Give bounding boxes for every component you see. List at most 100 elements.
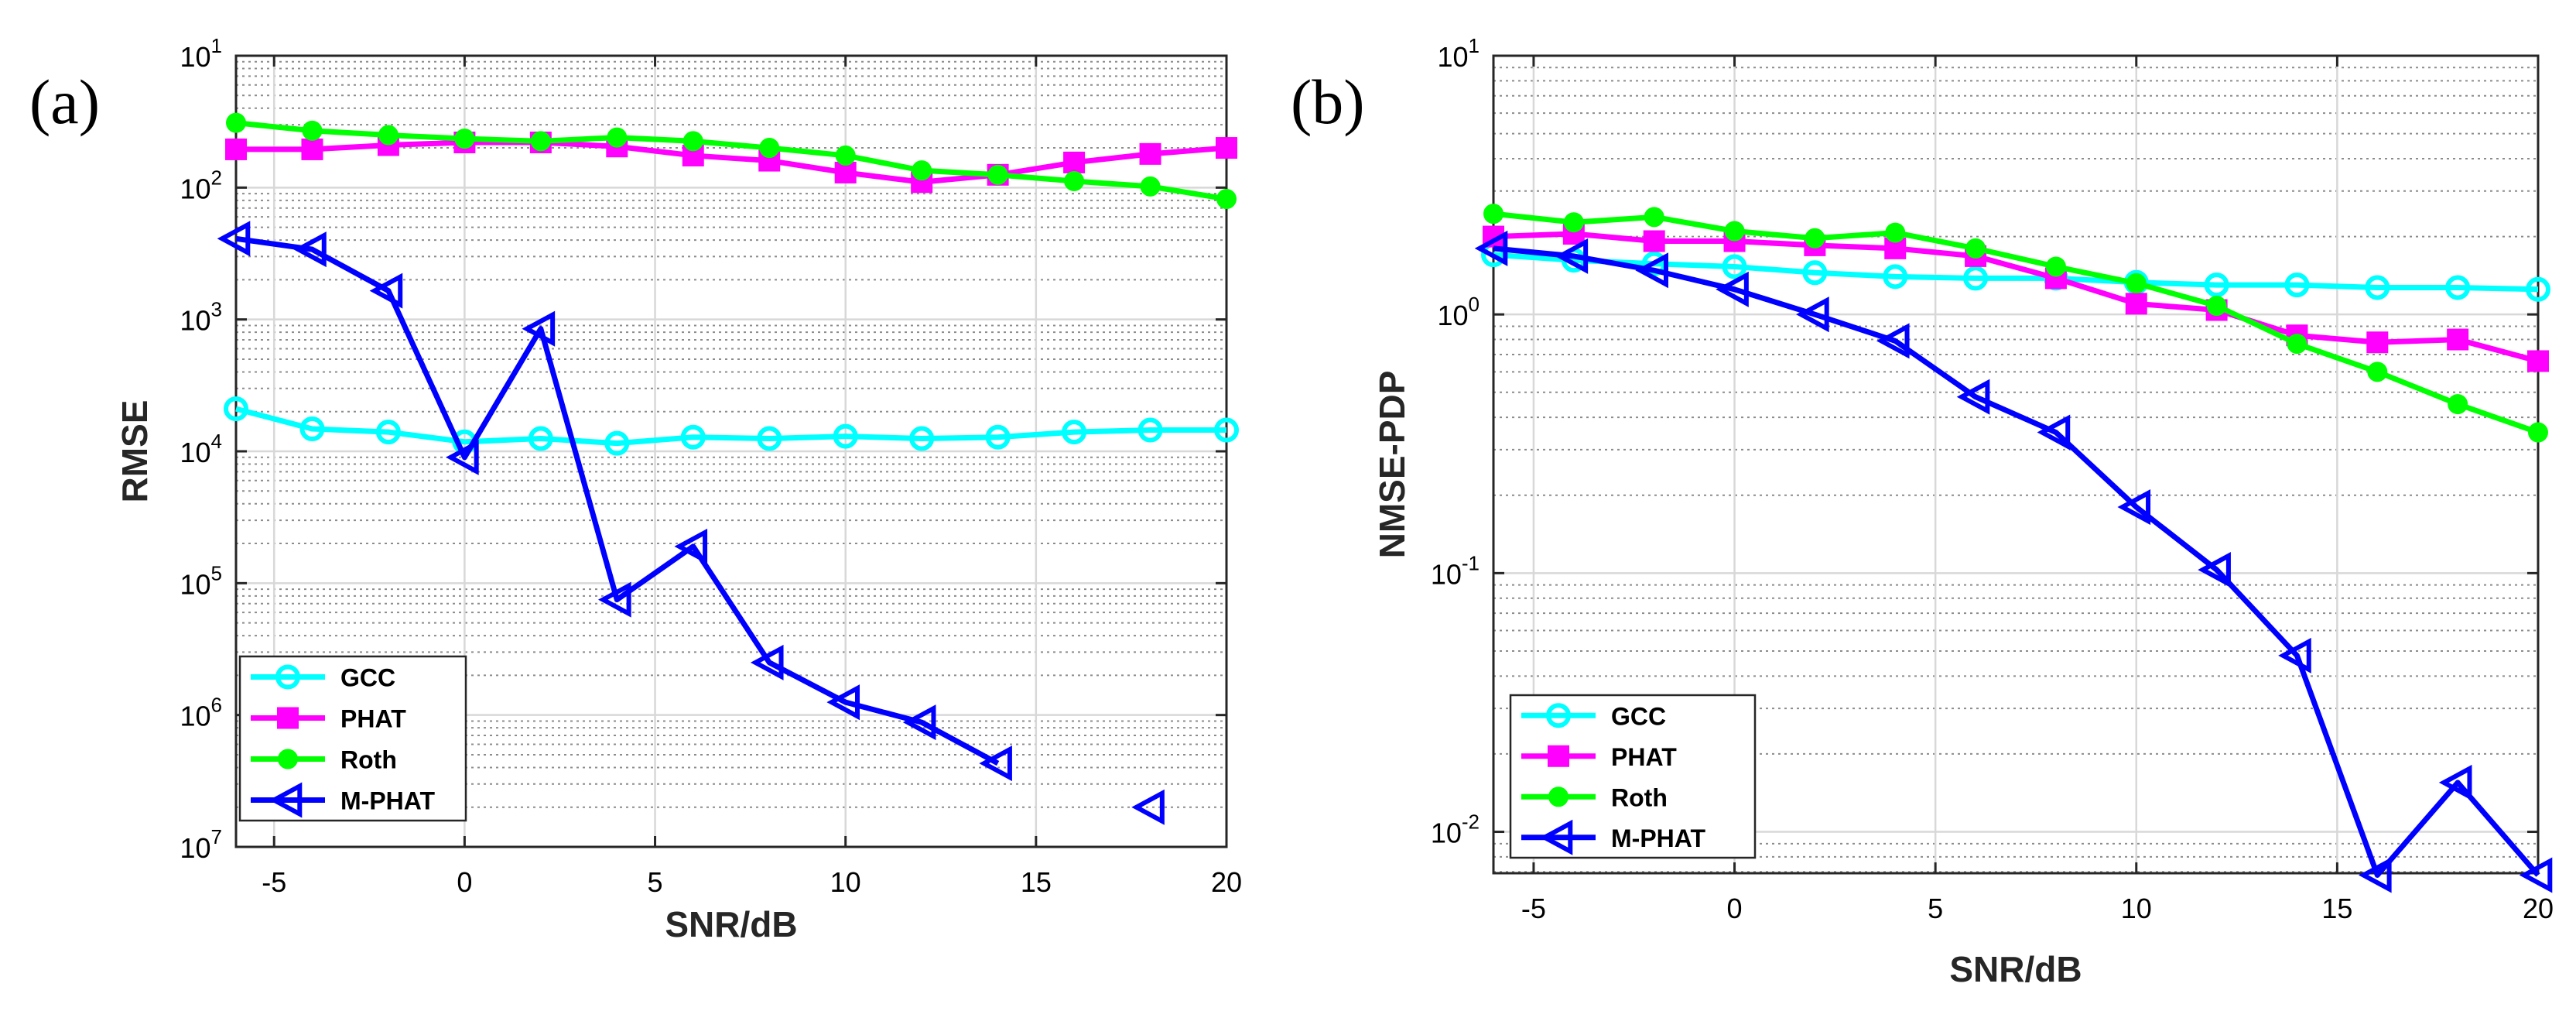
data-point <box>2278 637 2311 673</box>
data-point <box>680 424 706 450</box>
data-point <box>833 423 858 449</box>
data-point <box>750 644 784 680</box>
series-group-b <box>1474 204 2553 893</box>
data-point <box>1062 420 1087 445</box>
data-point <box>2445 275 2471 300</box>
data-point <box>1724 221 1745 242</box>
y-tick-label: 102 <box>180 166 222 204</box>
x-tick-label: 20 <box>1211 866 1242 898</box>
data-point <box>1474 230 1508 266</box>
data-point <box>1956 379 1990 415</box>
x-tick-label: 10 <box>2121 893 2152 924</box>
data-point <box>902 704 936 741</box>
data-point <box>1216 189 1237 210</box>
data-point <box>224 396 248 422</box>
data-point <box>2358 857 2392 893</box>
data-point <box>1796 296 1829 333</box>
series-line <box>235 235 1000 766</box>
legend-b: GCC PHAT Roth M-PHAT <box>1509 694 1757 859</box>
data-point <box>530 131 551 152</box>
y-axis-label-a: RMSE <box>115 400 155 503</box>
data-point <box>2447 328 2469 351</box>
data-point <box>1063 151 1086 173</box>
data-point <box>979 745 1012 782</box>
data-point <box>1214 417 1239 443</box>
data-point <box>1555 238 1589 274</box>
data-point <box>2198 552 2231 588</box>
x-tick-label: 15 <box>1021 866 1052 898</box>
data-point <box>446 439 479 475</box>
grid-a <box>236 56 1226 847</box>
x-tick-label: -5 <box>262 866 286 898</box>
data-point <box>1483 204 1504 224</box>
data-point <box>1139 142 1161 165</box>
data-point <box>2365 275 2390 300</box>
y-tick-label: 107 <box>180 825 222 864</box>
data-point <box>2126 272 2147 293</box>
data-point <box>597 581 631 618</box>
y-tick-label: 10-2 <box>1431 811 1480 849</box>
data-point <box>378 125 399 146</box>
legend-marker <box>278 749 298 769</box>
data-point <box>1965 238 1986 259</box>
data-point <box>2117 489 2151 526</box>
y-tick-label: 10-1 <box>1431 551 1480 590</box>
y-tick-label: 101 <box>180 34 222 73</box>
data-point <box>217 221 251 257</box>
data-point <box>375 420 401 445</box>
data-point <box>225 138 247 160</box>
legend-label: PHAT <box>1611 743 1677 771</box>
y-tick-label: 104 <box>180 430 222 468</box>
data-point <box>301 138 323 160</box>
data-point <box>1131 789 1165 825</box>
data-point <box>454 129 475 149</box>
data-point <box>826 684 860 721</box>
legend-marker <box>275 664 300 690</box>
legend-marker <box>269 782 303 818</box>
x-axis-a: -5 0 5 10 15 20 <box>262 56 1242 898</box>
x-axis-label-b: SNR/dB <box>1949 949 2082 989</box>
data-point <box>2519 857 2553 893</box>
data-point <box>2045 256 2066 277</box>
series-m-phat <box>1474 230 2553 893</box>
data-point <box>2366 331 2389 354</box>
data-point <box>607 127 628 148</box>
data-point <box>834 161 857 183</box>
legend-marker <box>1548 787 1569 807</box>
legend-label: PHAT <box>340 705 406 733</box>
y-tick-label: 101 <box>1437 34 1480 73</box>
data-point <box>1064 170 1085 191</box>
data-point <box>2287 334 2307 355</box>
data-point <box>522 310 556 347</box>
data-point <box>1137 417 1163 443</box>
y-tick-label: 103 <box>180 298 222 337</box>
data-point <box>682 131 703 152</box>
axes-box-b <box>1492 54 2540 875</box>
series-line <box>1493 211 2540 435</box>
data-point <box>2204 272 2229 298</box>
legend-label: GCC <box>1611 702 1666 730</box>
data-point <box>2206 296 2227 317</box>
legend-label: M-PHAT <box>340 787 436 815</box>
legend-label: Roth <box>340 746 397 774</box>
x-tick-label: -5 <box>1521 893 1546 924</box>
series-roth <box>226 112 1237 210</box>
legend-marker <box>1546 703 1571 728</box>
data-point <box>835 145 856 166</box>
data-point <box>1635 252 1668 289</box>
data-point <box>293 231 327 268</box>
data-point <box>912 160 932 181</box>
series-roth <box>1483 204 2548 443</box>
data-point <box>2526 276 2550 302</box>
data-point <box>1802 260 1828 286</box>
chart-panel-b: -5 0 5 10 15 20 10-2 10-1 100 101 SNR/dB NMSE-PDP GC… <box>1372 34 2554 989</box>
data-point <box>1563 212 1584 233</box>
data-point <box>1216 137 1237 159</box>
legend-marker <box>277 707 299 729</box>
x-axis-label-a: SNR/dB <box>665 904 797 944</box>
x-tick-label: 20 <box>2523 893 2554 924</box>
data-point <box>1883 264 1908 290</box>
data-point <box>1885 222 1906 243</box>
legend-marker <box>1539 819 1573 855</box>
series-phat <box>225 132 1237 194</box>
